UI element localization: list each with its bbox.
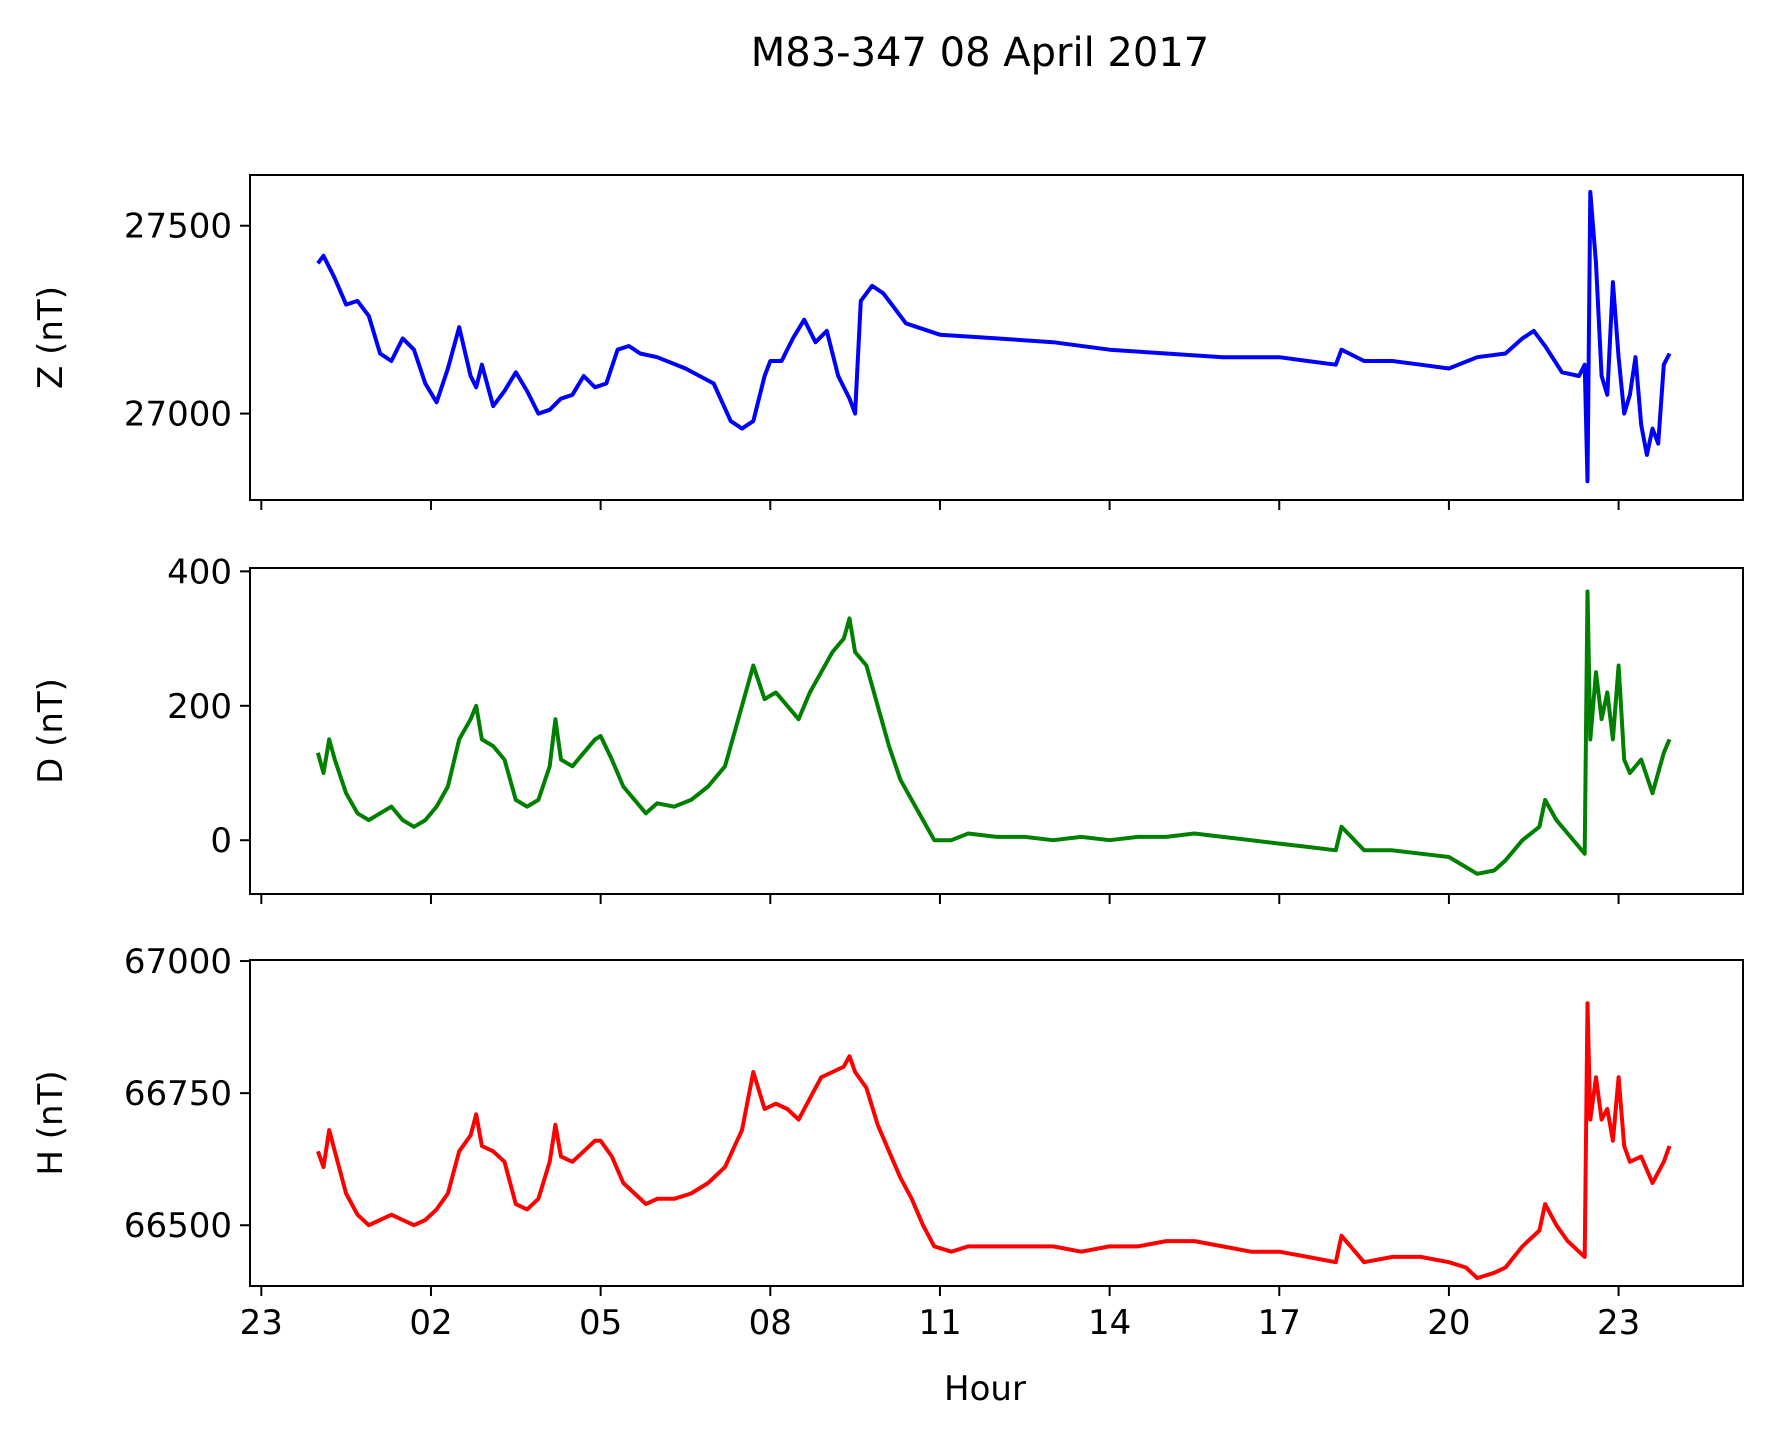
x-tick-label: 17: [1258, 1303, 1301, 1343]
chart-title: M83-347 08 April 2017: [751, 30, 1209, 76]
series-line: [316, 189, 1672, 484]
panel-2: 66500 66750 67000 H (nT) 23 02 05 08 11 14 17 20 23: [31, 942, 1744, 1343]
y-tick-label: 400: [167, 552, 232, 592]
y-tick-label: 66750: [124, 1074, 232, 1114]
x-tick-label: 02: [409, 1303, 452, 1343]
panel-0: 27000 27500 Z (nT): [31, 174, 1744, 510]
panel-1: 0 200 400 D (nT): [31, 552, 1744, 904]
axes-frame: [249, 959, 1744, 1287]
x-axis-label: Hour: [944, 1369, 1026, 1409]
y-axis-label: D (nT): [31, 678, 71, 784]
series-line: [316, 1001, 1672, 1281]
y-tick-label: 67000: [124, 942, 232, 982]
axes-frame: [249, 567, 1744, 895]
x-tick-label: 05: [579, 1303, 622, 1343]
y-tick-label: 27000: [124, 395, 232, 435]
y-axis-label: H (nT): [31, 1070, 71, 1175]
x-tick-label: 20: [1427, 1303, 1470, 1343]
x-tick-label: 23: [1597, 1303, 1640, 1343]
y-tick-label: 200: [167, 687, 232, 727]
x-tick-label: 08: [749, 1303, 792, 1343]
y-tick-label: 27500: [124, 207, 232, 247]
x-tick-label: 11: [918, 1303, 961, 1343]
x-tick-label: 14: [1088, 1303, 1131, 1343]
y-tick-label: 0: [210, 821, 232, 861]
y-axis-label: Z (nT): [31, 286, 71, 389]
x-tick-label: 23: [240, 1303, 283, 1343]
axes-frame: [249, 174, 1744, 501]
y-tick-label: 66500: [124, 1206, 232, 1246]
series-line: [315, 589, 1672, 876]
